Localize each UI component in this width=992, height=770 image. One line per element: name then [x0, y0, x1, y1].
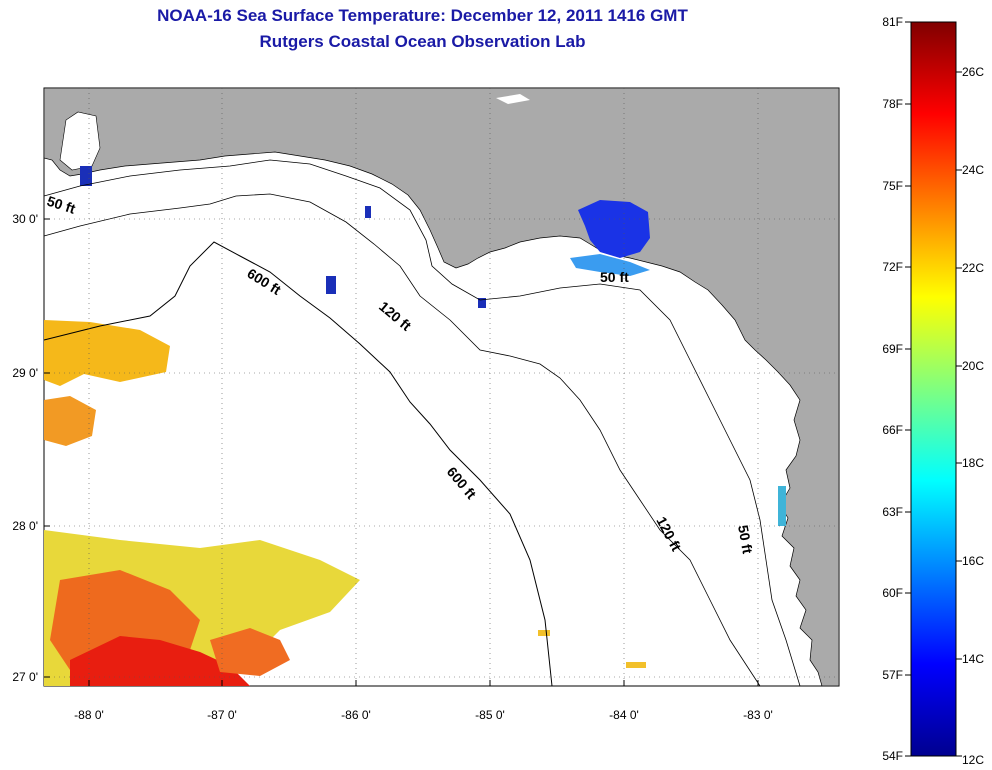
map-subtitle: Rutgers Coastal Ocean Observation Lab: [259, 32, 586, 51]
lon-tick-label: -86 0': [341, 708, 371, 722]
cold-water-patch: [578, 200, 650, 258]
colorbar-f-label: 72F: [882, 260, 903, 274]
colorbar-f-label: 75F: [882, 179, 903, 193]
colorbar-f-label: 66F: [882, 423, 903, 437]
cold-speck: [478, 298, 486, 308]
colorbar-ticks: [905, 21, 962, 757]
colorbar: [910, 21, 957, 757]
colorbar-f-label: 69F: [882, 342, 903, 356]
warm-water-patch: [44, 320, 170, 386]
colorbar-c-label: 22C: [962, 261, 984, 275]
colorbar-c-label: 16C: [962, 554, 984, 568]
colorbar-c-label: 20C: [962, 359, 984, 373]
warm-speck: [626, 662, 646, 668]
colorbar-f-label: 81F: [882, 15, 903, 29]
lat-tick-label: 29 0': [12, 366, 38, 380]
colorbar-f-label: 63F: [882, 505, 903, 519]
cool-speck: [778, 486, 786, 526]
map-title: NOAA-16 Sea Surface Temperature: Decembe…: [157, 6, 688, 25]
colorbar-f-label: 54F: [882, 749, 903, 763]
lon-tick-label: -83 0': [743, 708, 773, 722]
depth-label: 50 ft: [600, 269, 629, 285]
warm-water-patch: [44, 396, 96, 446]
lon-tick-label: -87 0': [207, 708, 237, 722]
hot-water-patch: [210, 628, 290, 676]
lat-tick-label: 27 0': [12, 670, 38, 684]
contour-600ft: [43, 241, 553, 687]
cold-speck: [326, 276, 336, 294]
colorbar-f-label: 78F: [882, 97, 903, 111]
lon-tick-label: -88 0': [74, 708, 104, 722]
bay-islands: [59, 111, 101, 171]
colorbar-c-label: 26C: [962, 65, 984, 79]
colorbar-f-label: 60F: [882, 586, 903, 600]
contour-120ft: [43, 193, 761, 687]
lon-tick-label: -85 0': [475, 708, 505, 722]
hot-water-patch: [70, 636, 250, 686]
colorbar-c-label: 18C: [962, 456, 984, 470]
contour-50ft: [43, 159, 801, 687]
axis-ticks: [44, 218, 759, 686]
cold-speck: [80, 166, 92, 186]
lon-tick-label: -84 0': [609, 708, 639, 722]
colorbar-c-label: 12C: [962, 753, 984, 767]
colorbar-c-label: 24C: [962, 163, 984, 177]
depth-label: 50 ft: [735, 524, 756, 555]
colorbar-c-label: 14C: [962, 652, 984, 666]
inland-lake: [496, 94, 530, 104]
lat-tick-label: 30 0': [12, 212, 38, 226]
warm-speck: [538, 630, 550, 636]
cool-water-patch: [570, 254, 650, 276]
lat-tick-label: 28 0': [12, 519, 38, 533]
cold-speck: [365, 206, 371, 218]
colorbar-f-label: 57F: [882, 668, 903, 682]
